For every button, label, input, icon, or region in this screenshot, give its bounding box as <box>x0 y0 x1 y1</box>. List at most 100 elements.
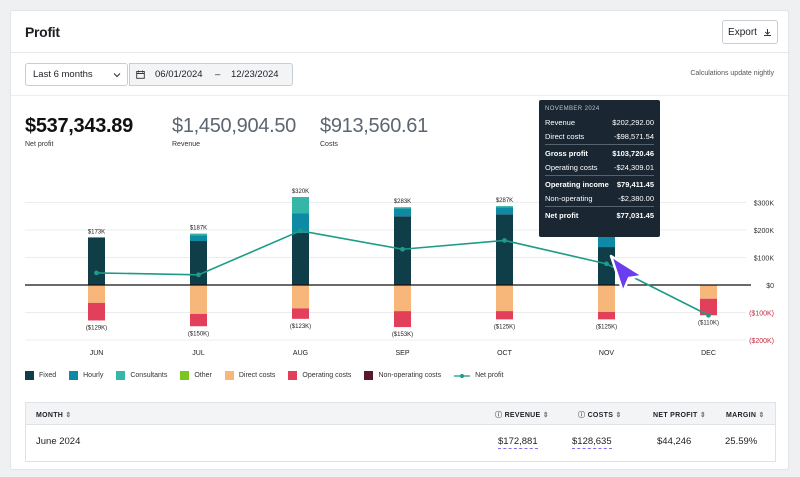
profit-chart[interactable]: $300K $200K $100K $0 ($100K) ($200K) $173K ($12… <box>11 171 789 361</box>
legend-label: Net profit <box>475 372 504 379</box>
cell-revenue[interactable]: $172,881 <box>498 436 538 449</box>
table-row[interactable]: June 2024 $172,881 $128,635 $44,246 25.5… <box>26 425 775 455</box>
bar-operating-costs <box>88 302 105 321</box>
legend-swatch <box>69 371 79 380</box>
bar-direct-costs <box>190 285 207 314</box>
x-tick-label: NOV <box>599 350 615 357</box>
x-tick-label: SEP <box>395 350 409 357</box>
tooltip-row: Net profit $77,031.45 <box>545 211 654 220</box>
col-revenue[interactable]: ⓘ REVENUE ⇕ <box>495 412 549 419</box>
x-tick-label: AUG <box>293 350 308 357</box>
chart-legend: Fixed Hourly Consultants Other Direct costs O… <box>25 371 517 380</box>
kpi-revenue: $1,450,904.50 Revenue <box>172 115 296 148</box>
legend-label: Other <box>194 372 212 379</box>
table-header: MONTH ⇕ ⓘ REVENUE ⇕ ⓘ COSTS ⇕ NET PROFIT… <box>26 403 775 425</box>
sort-icon: ⇕ <box>615 412 622 419</box>
bar-consultants <box>292 197 309 214</box>
legend-item[interactable]: Fixed <box>25 371 56 380</box>
kpi-value: $913,560.61 <box>320 115 428 137</box>
bar-hourly <box>394 208 411 217</box>
bar-consultants <box>190 233 207 236</box>
monthly-table: MONTH ⇕ ⓘ REVENUE ⇕ ⓘ COSTS ⇕ NET PROFIT… <box>25 402 776 462</box>
y-tick-label: $200K <box>754 228 775 235</box>
cost-label: ($125K) <box>596 324 617 330</box>
y-tick-label: ($200K) <box>749 338 774 345</box>
col-net-profit[interactable]: NET PROFIT ⇕ <box>653 412 707 419</box>
bar-operating-costs <box>496 311 513 320</box>
date-separator: – <box>215 69 221 80</box>
legend-item[interactable]: Non-operating costs <box>364 371 441 380</box>
sort-icon: ⇕ <box>758 412 765 419</box>
tooltip-row: Gross profit $103,720.46 <box>545 149 654 158</box>
legend-item[interactable]: Net profit <box>454 372 504 379</box>
legend-item[interactable]: Other <box>180 371 212 380</box>
bar-direct-costs <box>292 285 309 309</box>
net-profit-point <box>298 228 303 234</box>
tooltip-title: NOVEMBER 2024 <box>545 106 600 112</box>
info-icon: ⓘ <box>495 412 503 419</box>
bar-operating-costs <box>190 313 207 327</box>
cost-label: ($123K) <box>290 324 311 330</box>
bar-fixed <box>190 241 207 285</box>
kpi-net-profit: $537,343.89 Net profit <box>25 115 133 148</box>
cell-margin: 25.59% <box>725 436 758 447</box>
net-profit-point <box>400 246 405 252</box>
legend-label: Hourly <box>83 372 104 379</box>
net-profit-point <box>604 261 609 267</box>
tooltip-row: Non-operating -$2,380.00 <box>545 194 654 203</box>
download-icon <box>763 28 771 36</box>
bar-direct-costs <box>598 285 615 312</box>
cost-label: ($153K) <box>392 332 413 338</box>
x-tick-label: JUL <box>192 350 205 357</box>
end-date: 12/23/2024 <box>231 69 279 80</box>
legend-swatch <box>364 371 374 380</box>
kpi-label: Costs <box>320 141 338 148</box>
net-profit-point <box>706 312 711 318</box>
legend-swatch <box>180 371 190 380</box>
chevron-down-icon <box>113 73 121 78</box>
tooltip-divider <box>545 144 654 145</box>
cost-label: ($129K) <box>86 325 107 331</box>
net-profit-point <box>94 270 99 276</box>
legend-label: Operating costs <box>302 372 352 379</box>
net-profit-point <box>502 238 507 243</box>
date-range-picker[interactable]: 06/01/2024 – 12/23/2024 <box>129 63 293 86</box>
x-tick-label: JUN <box>90 350 104 357</box>
bar-direct-costs <box>88 285 105 303</box>
legend-label: Non-operating costs <box>378 372 442 379</box>
bar-fixed <box>88 237 105 285</box>
col-margin[interactable]: MARGIN ⇕ <box>726 412 765 419</box>
cost-label: ($150K) <box>188 331 209 337</box>
kpi-costs: $913,560.61 Costs <box>320 115 428 148</box>
bar-consultants <box>496 206 513 208</box>
legend-item[interactable]: Hourly <box>69 371 103 380</box>
col-costs[interactable]: ⓘ COSTS ⇕ <box>578 412 622 419</box>
tooltip-divider <box>545 206 654 207</box>
divider <box>11 95 788 96</box>
y-tick-label: $100K <box>754 256 775 263</box>
profit-card: Profit Export Last 6 months 06/01/2024 –… <box>10 10 789 470</box>
legend-item[interactable]: Direct costs <box>224 371 276 380</box>
sort-icon: ⇕ <box>65 412 72 419</box>
period-select[interactable]: Last 6 months <box>25 63 128 86</box>
col-month[interactable]: MONTH ⇕ <box>36 412 72 419</box>
card-header: Profit Export <box>11 11 788 53</box>
revenue-label: $287K <box>496 198 513 204</box>
x-tick-label: OCT <box>497 350 513 357</box>
bar-hourly <box>292 213 309 233</box>
y-tick-label: $300K <box>754 201 775 208</box>
export-button[interactable]: Export <box>722 20 778 44</box>
legend-label: Direct costs <box>238 372 276 379</box>
net-profit-point <box>196 272 201 278</box>
tooltip-divider <box>545 175 654 176</box>
legend-label: Consultants <box>130 372 168 379</box>
export-label: Export <box>728 26 757 38</box>
bar-fixed <box>292 232 309 285</box>
mouse-cursor-icon <box>609 254 645 294</box>
legend-item[interactable]: Consultants <box>116 371 167 380</box>
legend-swatch <box>224 371 234 380</box>
legend-item[interactable]: Operating costs <box>288 371 351 380</box>
y-tick-label: $0 <box>766 283 774 290</box>
cell-costs[interactable]: $128,635 <box>572 436 612 449</box>
legend-label: Fixed <box>39 372 57 379</box>
